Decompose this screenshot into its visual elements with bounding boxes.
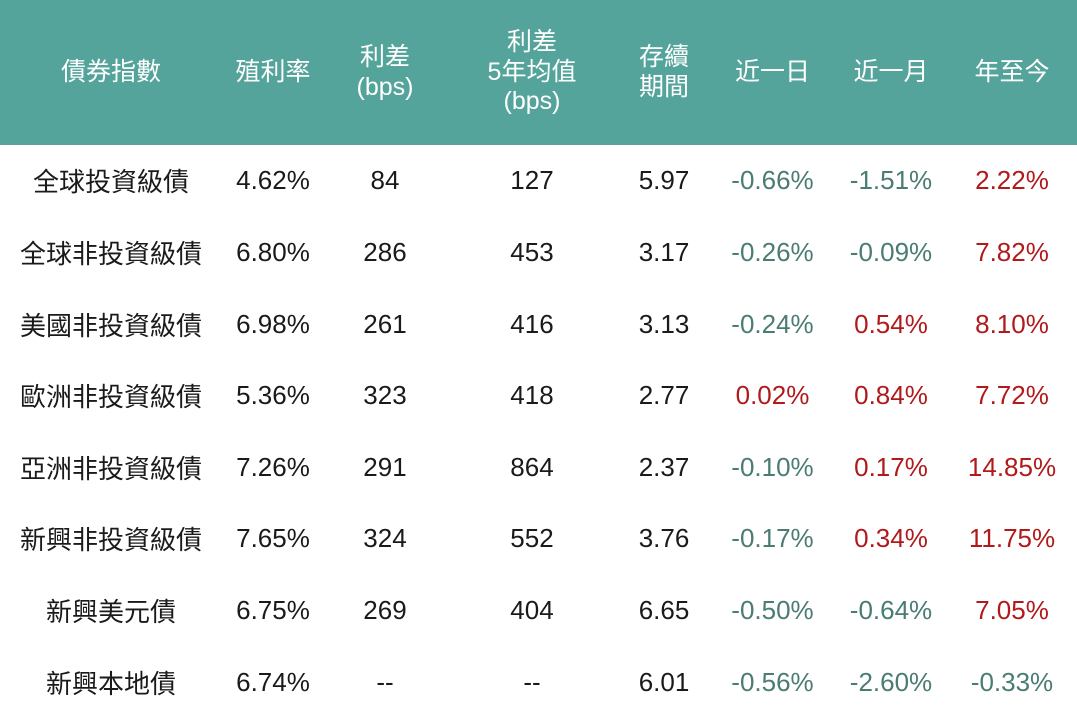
column-header-duration: 存續 期間 bbox=[638, 43, 689, 101]
table-row: 全球非投資級債 6.80% 286 453 3.17 -0.26% -0.09% 7.82% bbox=[0, 217, 1077, 289]
cell-spread: 324 bbox=[363, 523, 407, 554]
cell-index: 新興非投資級債 bbox=[19, 525, 202, 556]
cell-spread: 286 bbox=[363, 236, 407, 267]
cell-spread_5y_avg: 404 bbox=[510, 595, 554, 626]
column-header-one-month: 近一月 bbox=[853, 57, 929, 86]
cell-index: 亞洲非投資級債 bbox=[19, 453, 202, 484]
cell-spread_5y_avg: 127 bbox=[510, 165, 554, 196]
column-header-index: 債券指數 bbox=[60, 57, 161, 86]
cell-one_month: 0.54% bbox=[854, 308, 928, 339]
cell-one_day: 0.02% bbox=[735, 380, 810, 411]
cell-index: 全球非投資級債 bbox=[19, 238, 202, 269]
cell-spread_5y_avg: 416 bbox=[510, 308, 554, 339]
cell-ytd: 8.10% bbox=[975, 308, 1049, 339]
cell-one_day: -0.17% bbox=[731, 523, 814, 554]
cell-index: 全球投資級債 bbox=[32, 167, 189, 198]
cell-duration: 3.13 bbox=[638, 308, 690, 339]
cell-one_month: 0.34% bbox=[854, 523, 928, 554]
cell-yield: 4.62% bbox=[236, 165, 310, 196]
table-row: 全球投資級債 4.62% 84 127 5.97 -0.66% -1.51% 2.22% bbox=[0, 145, 1077, 217]
cell-spread: -- bbox=[376, 666, 394, 697]
cell-index: 新興本地債 bbox=[45, 668, 176, 699]
cell-one_month: -1.51% bbox=[849, 165, 933, 196]
cell-spread_5y_avg: -- bbox=[523, 666, 541, 697]
cell-yield: 6.80% bbox=[236, 236, 310, 267]
cell-yield: 6.75% bbox=[236, 595, 310, 626]
cell-one_month: -0.09% bbox=[849, 236, 933, 267]
cell-duration: 2.37 bbox=[638, 451, 690, 482]
table-row: 新興美元債 6.75% 269 404 6.65 -0.50% -0.64% 7.05% bbox=[0, 575, 1077, 647]
column-header-yield: 殖利率 bbox=[235, 57, 311, 86]
cell-spread_5y_avg: 418 bbox=[510, 380, 554, 411]
table-row: 亞洲非投資級債 7.26% 291 864 2.37 -0.10% 0.17% 14.85% bbox=[0, 432, 1077, 504]
cell-duration: 5.97 bbox=[638, 165, 690, 196]
table-row: 新興本地債 6.74% -- -- 6.01 -0.56% -2.60% -0.33% bbox=[0, 646, 1077, 718]
cell-spread: 269 bbox=[363, 595, 407, 626]
cell-one_day: -0.10% bbox=[731, 451, 814, 482]
cell-yield: 6.98% bbox=[236, 308, 310, 339]
cell-ytd: 11.75% bbox=[968, 523, 1056, 554]
column-header-one-day: 近一日 bbox=[734, 57, 810, 86]
column-header-spread-5y-avg: 利差 5年均值 (bps) bbox=[487, 28, 577, 116]
cell-ytd: -0.33% bbox=[970, 666, 1054, 697]
cell-index: 美國非投資級債 bbox=[19, 310, 202, 341]
table-row: 歐洲非投資級債 5.36% 323 418 2.77 0.02% 0.84% 7.72% bbox=[0, 360, 1077, 432]
cell-index: 新興美元債 bbox=[45, 597, 176, 628]
table-body: 全球投資級債 4.62% 84 127 5.97 -0.66% -1.51% 2.22% 全球非… bbox=[0, 145, 1077, 718]
cell-duration: 3.17 bbox=[638, 236, 690, 267]
cell-spread_5y_avg: 864 bbox=[510, 451, 554, 482]
cell-one_month: -0.64% bbox=[849, 595, 933, 626]
cell-one_day: -0.50% bbox=[731, 595, 814, 626]
table-header-row: 債券指數 殖利率 利差 (bps) 利差 5年均值 (bps) 存續 期間 近一… bbox=[0, 0, 1077, 145]
table-row: 新興非投資級債 7.65% 324 552 3.76 -0.17% 0.34% 11.75% bbox=[0, 503, 1077, 575]
cell-yield: 7.65% bbox=[236, 523, 310, 554]
cell-ytd: 2.22% bbox=[975, 165, 1049, 196]
cell-duration: 6.01 bbox=[638, 666, 690, 697]
cell-ytd: 7.72% bbox=[975, 380, 1049, 411]
cell-spread_5y_avg: 552 bbox=[510, 523, 554, 554]
cell-one_month: 0.84% bbox=[854, 380, 928, 411]
cell-spread: 84 bbox=[370, 165, 400, 196]
cell-one_day: -0.24% bbox=[731, 308, 814, 339]
cell-yield: 7.26% bbox=[236, 451, 310, 482]
cell-one_day: -0.26% bbox=[731, 236, 814, 267]
column-header-spread: 利差 (bps) bbox=[356, 43, 414, 101]
cell-spread_5y_avg: 453 bbox=[510, 236, 554, 267]
cell-yield: 6.74% bbox=[236, 666, 310, 697]
cell-ytd: 7.82% bbox=[975, 236, 1049, 267]
cell-spread: 291 bbox=[363, 451, 407, 482]
cell-index: 歐洲非投資級債 bbox=[19, 382, 202, 413]
column-header-ytd: 年至今 bbox=[974, 57, 1050, 86]
cell-duration: 3.76 bbox=[638, 523, 690, 554]
cell-ytd: 14.85% bbox=[967, 451, 1057, 482]
cell-one_day: -0.56% bbox=[731, 666, 814, 697]
cell-yield: 5.36% bbox=[236, 380, 310, 411]
cell-spread: 323 bbox=[363, 380, 407, 411]
cell-duration: 2.77 bbox=[638, 380, 690, 411]
cell-spread: 261 bbox=[363, 308, 407, 339]
cell-one_month: -2.60% bbox=[849, 666, 933, 697]
cell-ytd: 7.05% bbox=[975, 595, 1049, 626]
cell-duration: 6.65 bbox=[638, 595, 690, 626]
cell-one_day: -0.66% bbox=[731, 165, 814, 196]
table-row: 美國非投資級債 6.98% 261 416 3.13 -0.24% 0.54% 8.10% bbox=[0, 288, 1077, 360]
cell-one_month: 0.17% bbox=[854, 451, 928, 482]
